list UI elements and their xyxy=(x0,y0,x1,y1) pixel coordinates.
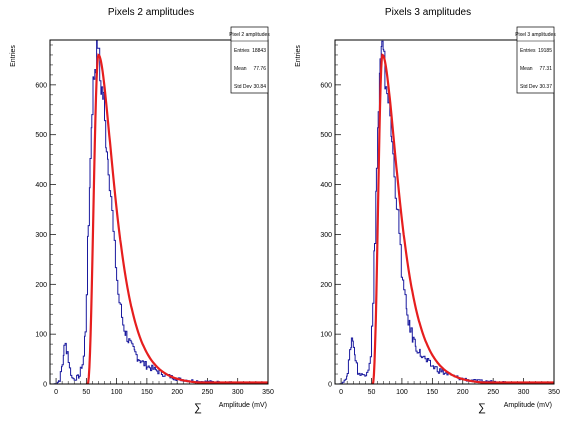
stats-mean-label: Mean xyxy=(520,66,533,72)
stats-stddev-value: 30.84 xyxy=(253,84,266,90)
y-axis-label: Entries xyxy=(295,45,302,67)
y-axis-ticks: 0 100 200 300 400 500 600 xyxy=(35,44,56,389)
y-tick-label: 0 xyxy=(328,382,332,389)
x-tick-label: 0 xyxy=(54,389,58,396)
y-tick-label: 100 xyxy=(35,332,47,339)
stats-box-name: Pixel 2 amplitudes xyxy=(229,32,270,38)
x-axis-ticks: 0 50 100 150 200 250 300 350 xyxy=(339,378,560,396)
y-tick-label: 600 xyxy=(320,82,332,89)
y-tick-label: 100 xyxy=(320,332,332,339)
plot-frame xyxy=(334,39,555,385)
histogram-panel-pixel-3: Pixels 3 amplitudes Entries ∑ Amplitude … xyxy=(295,7,560,414)
y-axis-ticks: 0 100 200 300 400 500 600 xyxy=(320,44,341,389)
stats-mean-label: Mean xyxy=(234,66,247,72)
x-tick-label: 50 xyxy=(368,389,376,396)
x-tick-label: 100 xyxy=(111,389,123,396)
x-tick-label: 350 xyxy=(548,389,560,396)
stats-stddev-value: 30.37 xyxy=(539,84,552,90)
stats-mean-value: 77.31 xyxy=(539,66,552,72)
y-tick-label: 200 xyxy=(320,282,332,289)
y-tick-label: 400 xyxy=(320,182,332,189)
x-tick-label: 250 xyxy=(487,389,499,396)
x-axis-label: Amplitude (mV) xyxy=(219,402,267,409)
y-tick-label: 400 xyxy=(35,182,47,189)
stats-box-name: Pixel 3 amplitudes xyxy=(515,32,556,38)
stats-entries-value: 18843 xyxy=(252,48,266,54)
x-axis-symbol: ∑ xyxy=(194,402,202,414)
stats-stddev-label: Std Dev xyxy=(234,84,252,90)
x-tick-label: 50 xyxy=(82,389,90,396)
stats-entries-value: 19185 xyxy=(538,48,552,54)
y-tick-label: 0 xyxy=(43,382,47,389)
y-tick-label: 500 xyxy=(320,132,332,139)
stats-mean-value: 77.76 xyxy=(253,66,266,72)
x-tick-label: 0 xyxy=(339,389,343,396)
x-axis-label: Amplitude (mV) xyxy=(504,402,552,409)
fit-curve xyxy=(371,53,554,385)
x-tick-label: 100 xyxy=(396,389,408,396)
x-tick-label: 200 xyxy=(171,389,183,396)
x-tick-label: 250 xyxy=(202,389,214,396)
stats-box: Pixel 3 amplitudes Entries 19185 Mean 77… xyxy=(515,26,556,94)
histogram-panel-pixel-2: Pixels 2 amplitudes Entries ∑ Amplitude … xyxy=(10,7,274,414)
stats-stddev-label: Std Dev xyxy=(520,84,538,90)
x-tick-label: 150 xyxy=(141,389,153,396)
stats-entries-label: Entries xyxy=(234,48,250,54)
x-tick-label: 300 xyxy=(518,389,530,396)
chart-title: Pixels 2 amplitudes xyxy=(108,7,194,18)
x-axis-ticks: 0 50 100 150 200 250 300 350 xyxy=(54,378,274,396)
x-tick-label: 300 xyxy=(232,389,244,396)
y-axis-label: Entries xyxy=(10,45,17,67)
x-tick-label: 150 xyxy=(426,389,438,396)
x-tick-label: 200 xyxy=(457,389,469,396)
y-tick-label: 200 xyxy=(35,282,47,289)
x-tick-label: 350 xyxy=(262,389,274,396)
plot-frame xyxy=(49,39,269,385)
stats-entries-label: Entries xyxy=(520,48,536,54)
y-tick-label: 600 xyxy=(35,82,47,89)
stats-box: Pixel 2 amplitudes Entries 18843 Mean 77… xyxy=(229,26,270,94)
chart-title: Pixels 3 amplitudes xyxy=(385,7,471,18)
y-tick-label: 300 xyxy=(35,232,47,239)
y-tick-label: 500 xyxy=(35,132,47,139)
x-axis-symbol: ∑ xyxy=(478,402,486,414)
y-tick-label: 300 xyxy=(320,232,332,239)
fit-curve xyxy=(86,53,268,385)
